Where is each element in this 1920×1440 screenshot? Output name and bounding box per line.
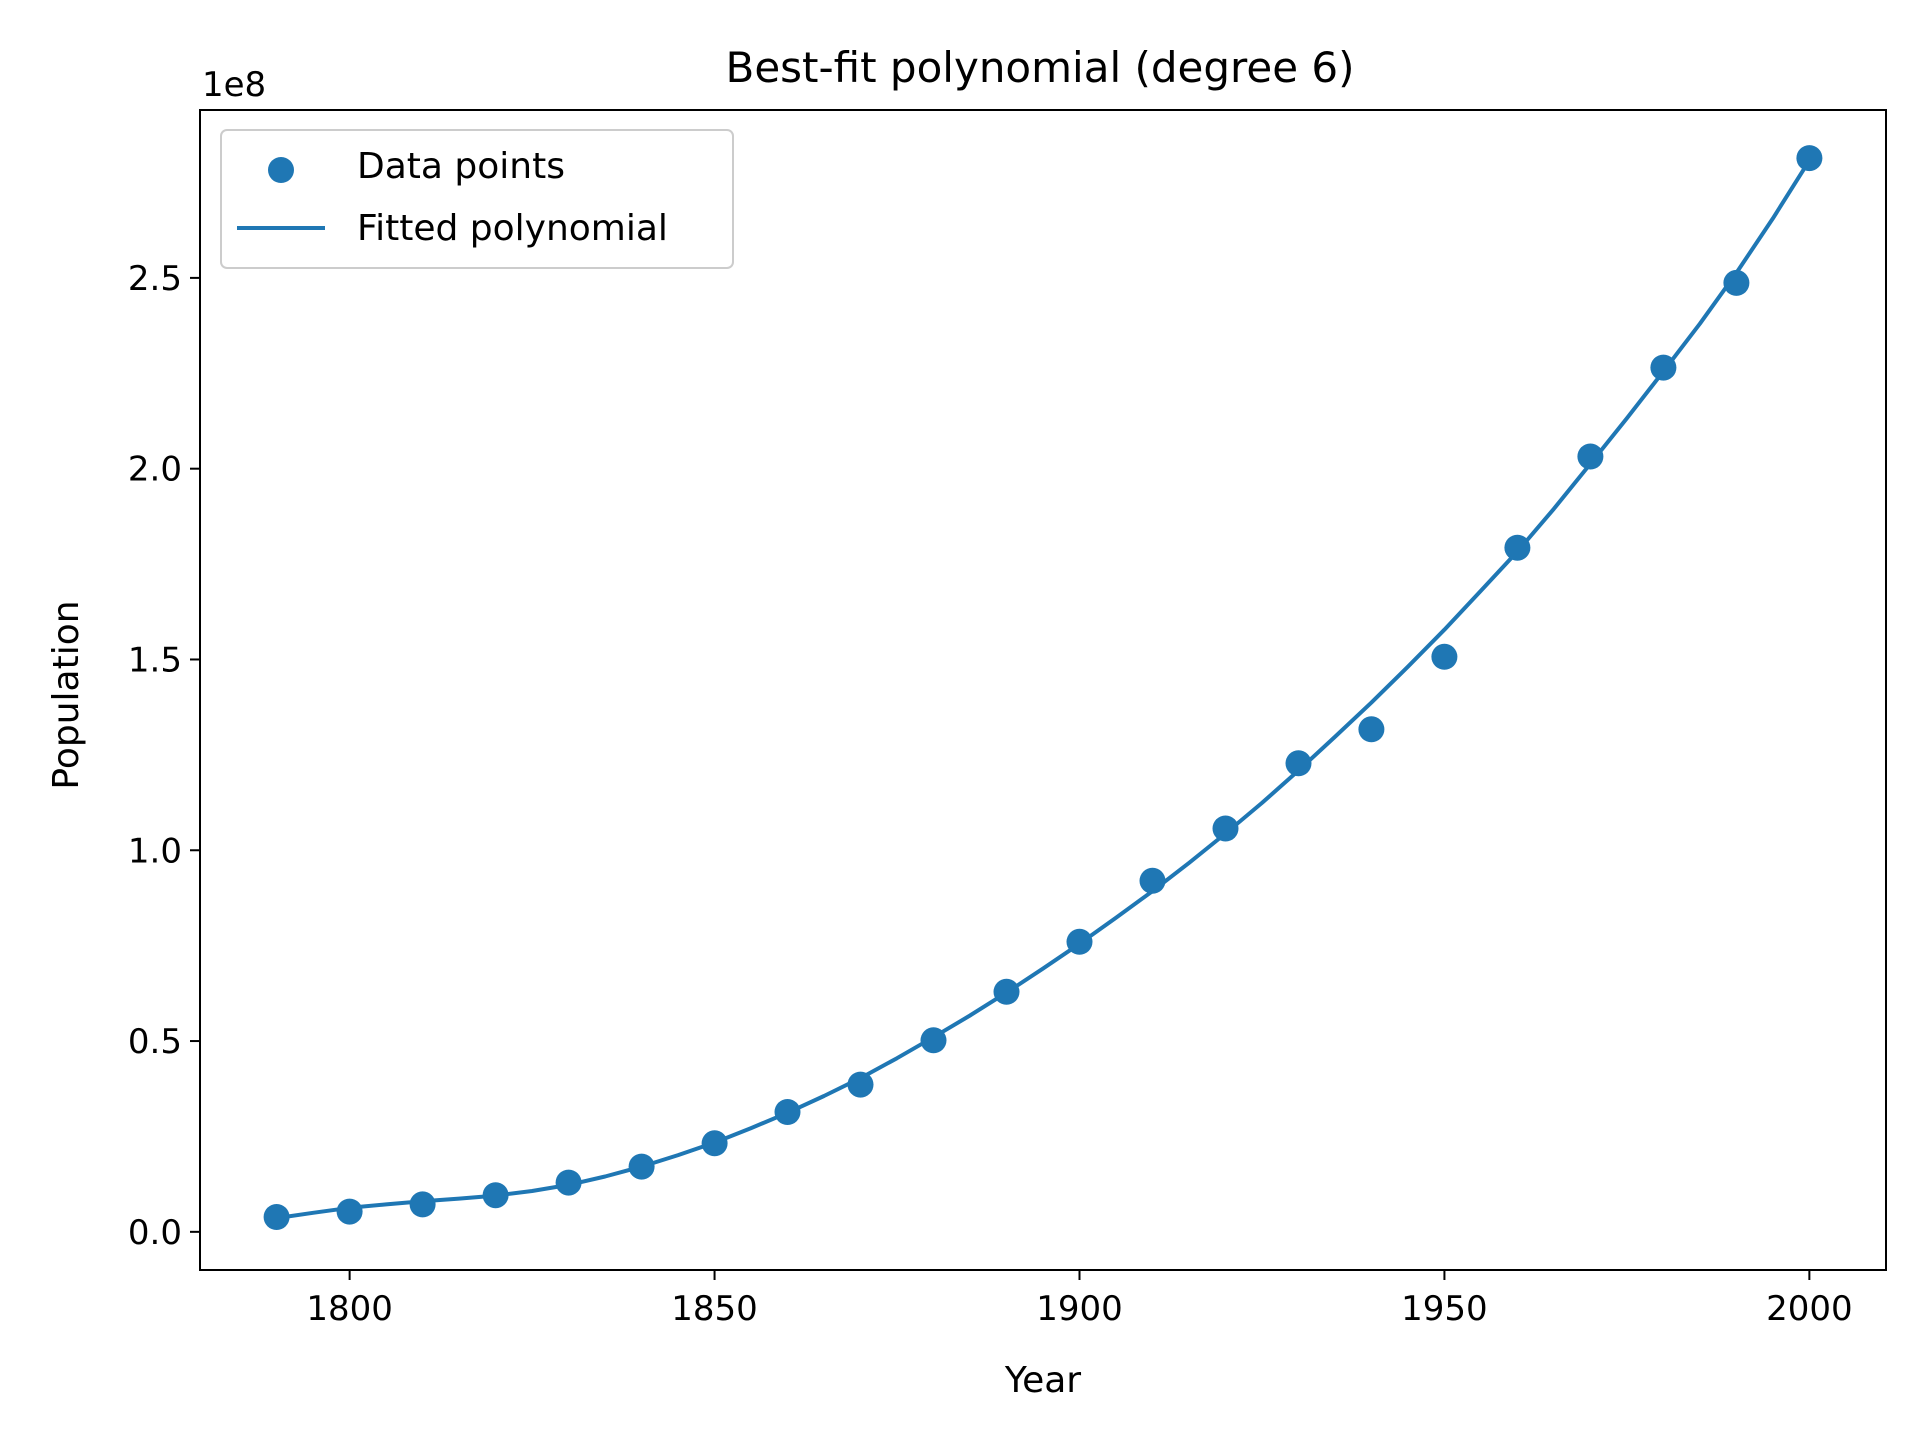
- y-axis-title: Population: [46, 600, 87, 789]
- y-tick-label: 1.5: [128, 640, 182, 680]
- data-point: [409, 1191, 436, 1218]
- y-tick-label: 0.0: [128, 1213, 182, 1253]
- plot-frame: [199, 109, 1887, 1271]
- x-tick-label: 1850: [671, 1289, 758, 1329]
- data-point: [555, 1169, 582, 1196]
- data-point: [701, 1130, 728, 1157]
- legend: Data points Fitted polynomial: [220, 129, 734, 269]
- legend-marker-data-points: [268, 157, 294, 183]
- x-tick-label: 1950: [1401, 1289, 1488, 1329]
- data-point: [1650, 354, 1677, 381]
- data-point: [336, 1198, 363, 1225]
- data-point: [482, 1182, 509, 1209]
- data-point: [263, 1204, 290, 1230]
- legend-label-data-points: Data points: [357, 146, 565, 187]
- data-point: [1796, 145, 1823, 172]
- data-point: [1139, 867, 1166, 894]
- data-point: [1212, 815, 1239, 842]
- x-tick-label: 1900: [1036, 1289, 1123, 1329]
- x-tick-label: 2000: [1766, 1289, 1853, 1329]
- legend-frame: [220, 129, 734, 269]
- y-tick-label: 0.5: [128, 1022, 182, 1062]
- data-point: [1504, 534, 1531, 561]
- legend-label-fitted-polynomial: Fitted polynomial: [357, 208, 668, 249]
- data-point: [1358, 716, 1385, 743]
- data-point: [628, 1153, 655, 1180]
- x-tick-label: 1800: [306, 1289, 393, 1329]
- data-point: [847, 1071, 874, 1098]
- y-tick-label: 2.0: [128, 450, 182, 490]
- data-point: [1577, 443, 1604, 470]
- data-point: [1285, 750, 1312, 777]
- y-tick-label: 1.0: [128, 831, 182, 871]
- y-offset-label: 1e8: [202, 65, 266, 105]
- data-point: [920, 1027, 947, 1054]
- data-point: [1431, 643, 1458, 670]
- x-axis-title: Year: [1004, 1360, 1081, 1401]
- data-point: [1066, 928, 1093, 955]
- plot-area: [263, 145, 1823, 1230]
- y-tick-label: 2.5: [128, 259, 182, 299]
- data-point: [1723, 269, 1750, 296]
- y-axis: 0.0 0.5 1.0 1.5 2.0 2.5: [128, 259, 200, 1253]
- data-point: [774, 1099, 801, 1125]
- fitted-polynomial-line: [276, 159, 1812, 1221]
- data-point: [993, 978, 1020, 1005]
- x-axis: 1800 1850 1900 1950 2000: [306, 1270, 1853, 1329]
- chart-title: Best-fit polynomial (degree 6): [726, 43, 1355, 92]
